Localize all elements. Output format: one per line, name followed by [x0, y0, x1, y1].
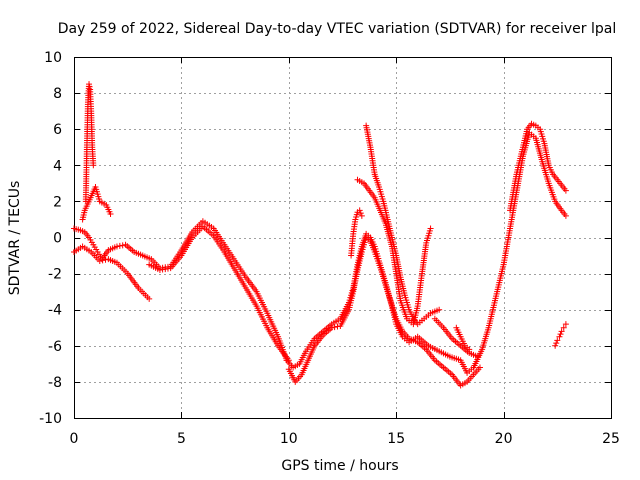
x-tick-label: 5 [177, 431, 186, 447]
series-spikes-13 [348, 207, 365, 259]
series-trace-f [354, 176, 434, 328]
data-point-marker [328, 324, 335, 331]
data-point-marker [356, 207, 363, 214]
y-axis-label: SDTVAR / TECUs [7, 181, 23, 296]
data-point-marker [556, 333, 563, 340]
data-point-marker [552, 342, 559, 349]
data-point-marker [86, 81, 93, 88]
x-axis-label: GPS time / hours [281, 458, 398, 474]
data-point-marker [119, 242, 126, 249]
data-point-marker [358, 212, 365, 219]
series-trace-c [146, 223, 292, 364]
y-tick-label: -2 [48, 267, 62, 283]
series-trace-h [431, 315, 481, 360]
y-tick-label: 6 [53, 122, 62, 138]
series-trace-a [71, 218, 290, 364]
series-scatter-early [79, 183, 114, 223]
y-tick-label: 4 [53, 158, 62, 174]
y-tick-label: -10 [39, 411, 62, 427]
y-tick-label: -8 [48, 375, 62, 391]
data-point-marker [334, 323, 341, 330]
data-point-marker [557, 331, 564, 338]
data-points [71, 81, 569, 389]
data-point-marker [113, 243, 120, 250]
series-trace-i [507, 120, 569, 214]
data-point-marker [466, 346, 473, 353]
data-point-marker [558, 328, 565, 335]
series-cluster-18 [453, 324, 473, 353]
series-trace-d [283, 129, 569, 376]
series-trace-e [285, 234, 483, 389]
series-trace-g [363, 122, 443, 328]
data-point-marker [427, 225, 434, 232]
series-trace-b [71, 243, 153, 302]
y-tick-label: 2 [53, 194, 62, 210]
data-point-marker [96, 257, 103, 264]
data-point-marker [562, 212, 569, 219]
y-tick-label: 0 [53, 231, 62, 247]
x-tick-label: 20 [495, 431, 513, 447]
y-tick-label: -6 [48, 339, 62, 355]
data-point-marker [553, 340, 560, 347]
data-point-marker [562, 187, 569, 194]
data-point-marker [99, 257, 106, 264]
data-point-marker [90, 162, 97, 169]
data-point-marker [474, 353, 481, 360]
x-tick-label: 0 [70, 431, 79, 447]
x-tick-label: 15 [387, 431, 405, 447]
data-point-marker [562, 321, 569, 328]
series-trace-j [552, 321, 569, 349]
grid-lines [74, 57, 611, 418]
data-point-marker [331, 324, 338, 331]
data-point-marker [436, 306, 443, 313]
chart-title: Day 259 of 2022, Sidereal Day-to-day VTE… [58, 21, 616, 37]
data-point-marker [116, 242, 123, 249]
data-point-marker [107, 211, 114, 218]
data-point-marker [476, 364, 483, 371]
axes: 0 5 10 15 20 25 -10 -8 -6 -4 -2 0 2 4 6 8 10 [39, 50, 620, 447]
data-point-marker [146, 295, 153, 302]
y-tick-label: 8 [53, 86, 62, 102]
y-tick-label: 10 [44, 50, 62, 66]
data-point-marker [102, 256, 109, 263]
data-point-marker [560, 324, 567, 331]
series-spike-early [82, 81, 97, 205]
data-point-marker [357, 210, 364, 217]
y-tick-label: -4 [48, 303, 62, 319]
x-tick-label: 10 [280, 431, 298, 447]
data-point-marker [86, 83, 93, 90]
data-point-marker [554, 337, 561, 344]
x-tick-label: 25 [602, 431, 620, 447]
